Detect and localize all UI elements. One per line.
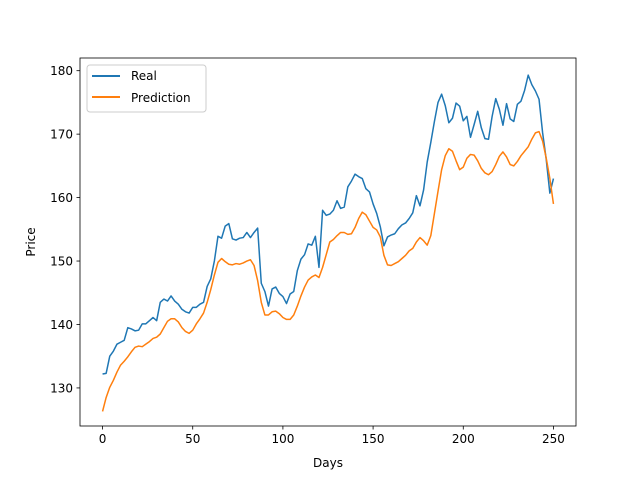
- series-lines: [101, 74, 555, 412]
- x-tick-label: 0: [99, 432, 107, 446]
- series-line-prediction: [101, 130, 555, 412]
- x-axis-label: Days: [313, 456, 343, 470]
- y-tick-label: 160: [50, 191, 73, 205]
- legend: Real Prediction: [86, 64, 207, 113]
- x-tick-label: 250: [542, 432, 565, 446]
- y-tick-label: 130: [50, 381, 73, 395]
- y-tick-label: 140: [50, 318, 73, 332]
- x-tick-label: 150: [362, 432, 385, 446]
- plot-frame: [79, 57, 577, 427]
- y-tick-label: 170: [50, 128, 73, 142]
- x-tick-label: 100: [271, 432, 294, 446]
- legend-real-label: Real: [131, 69, 157, 83]
- x-axis: 0 50 100 150 200 250: [99, 426, 565, 446]
- y-tick-label: 180: [50, 64, 73, 78]
- y-axis: 130 140 150 160 170 180: [50, 64, 80, 395]
- x-tick-label: 200: [452, 432, 475, 446]
- legend-prediction-label: Prediction: [131, 91, 191, 105]
- series-line-real: [102, 74, 555, 375]
- y-tick-label: 150: [50, 255, 73, 269]
- x-tick-label: 50: [185, 432, 200, 446]
- y-axis-label: Price: [24, 227, 38, 256]
